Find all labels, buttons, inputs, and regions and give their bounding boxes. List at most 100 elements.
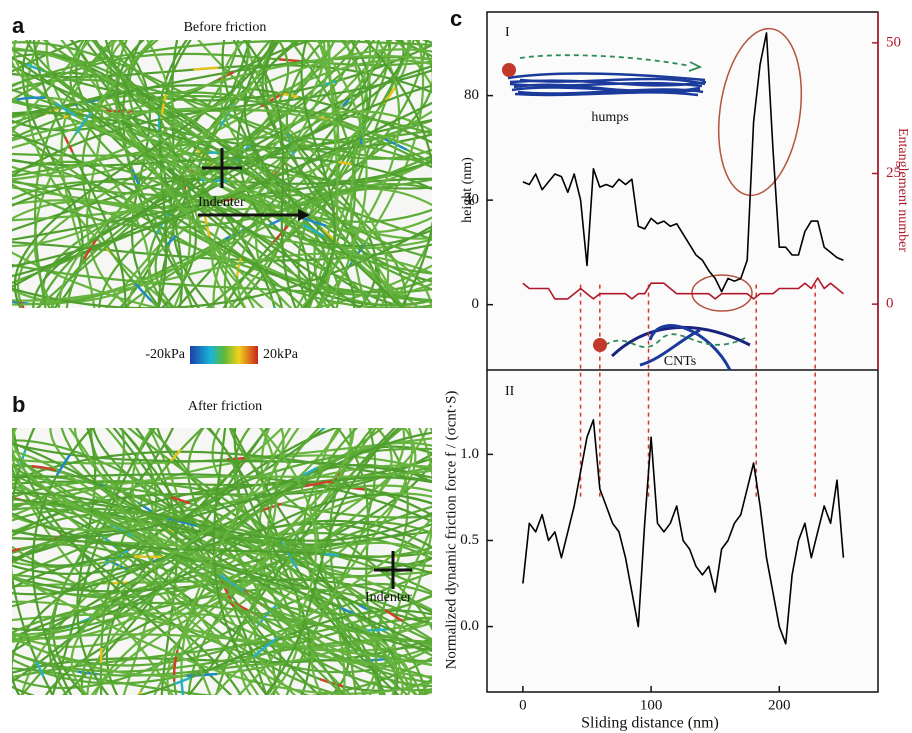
y2-axis-label: Entanglement number [895, 128, 910, 252]
y2-tick-label: 0 [886, 296, 894, 312]
cnt-fiber [12, 507, 432, 559]
cnt-fiber [12, 110, 432, 247]
cnt-fiber [12, 48, 432, 307]
cnt-fiber [12, 52, 432, 102]
cnt-fiber [12, 48, 432, 181]
cnt-fiber [166, 428, 355, 695]
cnt-fiber [12, 555, 432, 626]
colorbar [190, 346, 258, 364]
cnt-fiber [48, 428, 126, 695]
cnt-fiber [12, 225, 432, 308]
cnt-fiber [13, 40, 396, 308]
network-b [12, 428, 432, 695]
cnt-fiber [73, 428, 422, 695]
cnt-fiber [12, 486, 432, 641]
cnt-fiber [368, 428, 432, 695]
cnt-fiber [12, 447, 432, 579]
panel-label: a [12, 13, 25, 38]
cnt-fiber [81, 428, 384, 695]
cnt-fiber [187, 428, 366, 695]
cnt-fiber [12, 587, 432, 642]
stress-segment [31, 428, 94, 695]
cnt-fiber [12, 573, 432, 695]
cnt-fiber [13, 40, 275, 308]
cnt-fiber [12, 428, 339, 567]
cnt-fiber [236, 40, 410, 308]
cnt-fiber [12, 502, 432, 663]
cnt-fiber [180, 428, 292, 695]
cnt-fiber [12, 178, 432, 199]
cnt-fiber [70, 428, 285, 695]
cnt-fiber [57, 40, 273, 308]
cnt-fiber [126, 40, 372, 308]
data-line [522, 277, 844, 300]
cnt-fiber [127, 428, 427, 695]
chart-title: I [505, 25, 510, 40]
cnt-fiber [187, 428, 397, 695]
cnt-fiber [12, 154, 432, 229]
panel-title: Before friction [184, 20, 267, 35]
x-tick-label: 0 [519, 697, 527, 713]
panel-label: b [12, 392, 25, 417]
annotation: CNTs [664, 354, 696, 369]
cnt-fiber [288, 40, 357, 308]
humps-illustration [502, 54, 707, 97]
cnt-fiber [35, 40, 250, 308]
cnt-fiber [267, 428, 346, 695]
colorbar-max: 20kPa [263, 347, 299, 362]
y-axis-label: Normalized dynamic friction force f / (σ… [443, 391, 459, 670]
stress-segment [99, 428, 205, 695]
stress-segment [207, 428, 401, 695]
cnt-fiber [392, 428, 432, 695]
stress-segment [172, 428, 241, 695]
y-tick-label: 80 [464, 87, 479, 103]
cnt-fiber [12, 633, 432, 667]
cnt-fiber [228, 428, 432, 695]
cnt-fiber [214, 428, 432, 695]
cnt-fiber [219, 40, 402, 308]
data-line [522, 32, 844, 293]
y-axis-label: height (nm) [460, 157, 475, 223]
cnt-fiber [12, 491, 432, 542]
cnt-fiber [12, 464, 432, 695]
cnt-fiber [116, 40, 361, 308]
cnt-fiber [12, 252, 432, 302]
stress-segment [12, 159, 432, 208]
cnt-fiber [90, 428, 393, 695]
cnt-fiber [12, 656, 432, 695]
cnt-fiber [310, 428, 413, 695]
cnt-fiber [302, 428, 410, 695]
cnt-fiber [12, 537, 432, 652]
cnt-fiber [12, 512, 432, 575]
y-tick-label: 40 [464, 192, 479, 208]
cnt-fiber [122, 40, 432, 308]
cnt-fiber [68, 428, 212, 695]
cnt-fiber [60, 40, 119, 308]
stress-segment [12, 530, 432, 662]
stress-segment [12, 475, 432, 678]
y2-tick-label: 25 [886, 165, 901, 181]
cnt-fiber [12, 69, 432, 178]
cnt-fiber [12, 41, 432, 160]
cnt-fiber [12, 40, 432, 73]
cnt-illustration [593, 324, 751, 371]
cnt-fiber [285, 428, 377, 695]
cnt-fiber [33, 40, 127, 308]
cnt-fiber [145, 40, 265, 308]
cnt-fiber [12, 428, 404, 695]
panel-title: After friction [188, 399, 262, 414]
network-a [12, 40, 432, 308]
cnt-fiber [364, 40, 432, 308]
cnt-fiber [12, 56, 432, 247]
cnt-fiber [228, 40, 340, 308]
cnt-fiber [237, 428, 318, 695]
cnt-fiber [60, 40, 284, 308]
cnt-fiber [12, 473, 432, 523]
cnt-fiber [211, 40, 326, 308]
cnt-fiber [12, 476, 432, 539]
cnt-fiber [254, 40, 331, 308]
cnt-fiber [295, 40, 341, 308]
cnt-fiber [264, 428, 401, 695]
cnt-fiber [12, 594, 432, 679]
cnt-fiber [34, 40, 115, 308]
